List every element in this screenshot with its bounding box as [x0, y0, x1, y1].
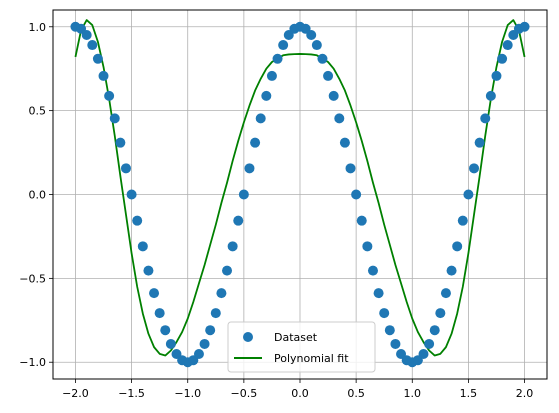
y-tick-label: −1.0: [19, 356, 46, 369]
data-point: [205, 325, 216, 336]
x-tick-label: −0.5: [231, 387, 258, 400]
legend-label-polynomial-fit: Polynomial fit: [274, 352, 349, 365]
data-point: [244, 163, 255, 174]
data-point: [216, 288, 227, 299]
legend-box: [227, 321, 376, 373]
data-point: [362, 241, 373, 252]
data-point: [345, 163, 356, 174]
data-point: [272, 53, 283, 64]
data-point: [485, 90, 496, 101]
data-point: [480, 113, 491, 124]
data-point: [160, 325, 171, 336]
legend-marker-dataset: [243, 332, 253, 342]
data-point: [261, 90, 272, 101]
legend: Dataset Polynomial fit: [227, 321, 376, 373]
data-point: [334, 113, 345, 124]
data-point: [457, 215, 468, 226]
data-point: [356, 215, 367, 226]
data-point: [154, 308, 165, 319]
data-point: [210, 308, 221, 319]
data-point: [137, 241, 148, 252]
data-point: [233, 215, 244, 226]
data-point: [328, 90, 339, 101]
data-point: [452, 241, 463, 252]
data-point: [193, 349, 204, 360]
data-point: [323, 70, 334, 81]
y-tick-label: 0.0: [29, 189, 47, 202]
polynomial-fit-line: [74, 19, 526, 357]
data-point: [474, 137, 485, 148]
data-point: [98, 70, 109, 81]
data-point: [317, 53, 328, 64]
data-point: [87, 40, 98, 51]
y-tick-label: 1.0: [29, 21, 47, 34]
data-point: [132, 215, 143, 226]
data-point: [227, 241, 238, 252]
data-point: [435, 308, 446, 319]
y-tick-label: −0.5: [19, 272, 46, 285]
data-point: [502, 40, 513, 51]
x-tick-label: 0.0: [291, 387, 309, 400]
data-point: [384, 325, 395, 336]
data-point: [104, 90, 115, 101]
data-point: [367, 265, 378, 276]
x-tick-label: 0.5: [347, 387, 365, 400]
y-axis: −1.0 −0.5 0.0 0.5 1.0: [19, 21, 53, 369]
data-point: [250, 137, 261, 148]
data-point: [115, 137, 126, 148]
y-tick-label: 0.5: [29, 105, 47, 118]
data-point: [278, 40, 289, 51]
data-point: [424, 338, 435, 349]
x-tick-label: 2.0: [516, 387, 534, 400]
x-tick-label: 1.0: [404, 387, 422, 400]
data-point: [339, 137, 350, 148]
polynomial-fit-line-layer: [74, 19, 526, 357]
data-point: [199, 338, 210, 349]
data-point: [266, 70, 277, 81]
data-point: [373, 288, 384, 299]
data-point: [390, 338, 401, 349]
data-point: [418, 349, 429, 360]
data-point: [351, 189, 362, 200]
data-point: [429, 325, 440, 336]
data-point: [463, 189, 474, 200]
data-point: [491, 70, 502, 81]
data-point: [165, 338, 176, 349]
data-point: [109, 113, 120, 124]
data-point: [446, 265, 457, 276]
x-tick-label: 1.5: [460, 387, 478, 400]
x-tick-label: −1.0: [174, 387, 201, 400]
x-tick-label: −1.5: [118, 387, 145, 400]
data-point: [469, 163, 480, 174]
data-point: [306, 29, 317, 40]
legend-label-dataset: Dataset: [274, 331, 318, 344]
dataset-points: [70, 21, 530, 368]
data-point: [497, 53, 508, 64]
data-point: [222, 265, 233, 276]
data-point: [92, 53, 103, 64]
data-point: [120, 163, 131, 174]
data-point: [81, 29, 92, 40]
data-point: [255, 113, 266, 124]
data-point: [149, 288, 160, 299]
data-point: [311, 40, 322, 51]
x-axis: −2.0 −1.5 −1.0 −0.5 0.0 0.5 1.0 1.5 2.0: [62, 379, 533, 400]
data-point: [143, 265, 154, 276]
data-point: [379, 308, 390, 319]
data-point: [519, 21, 530, 32]
data-point: [238, 189, 249, 200]
data-point: [440, 288, 451, 299]
x-tick-label: −2.0: [62, 387, 89, 400]
data-point: [126, 189, 137, 200]
